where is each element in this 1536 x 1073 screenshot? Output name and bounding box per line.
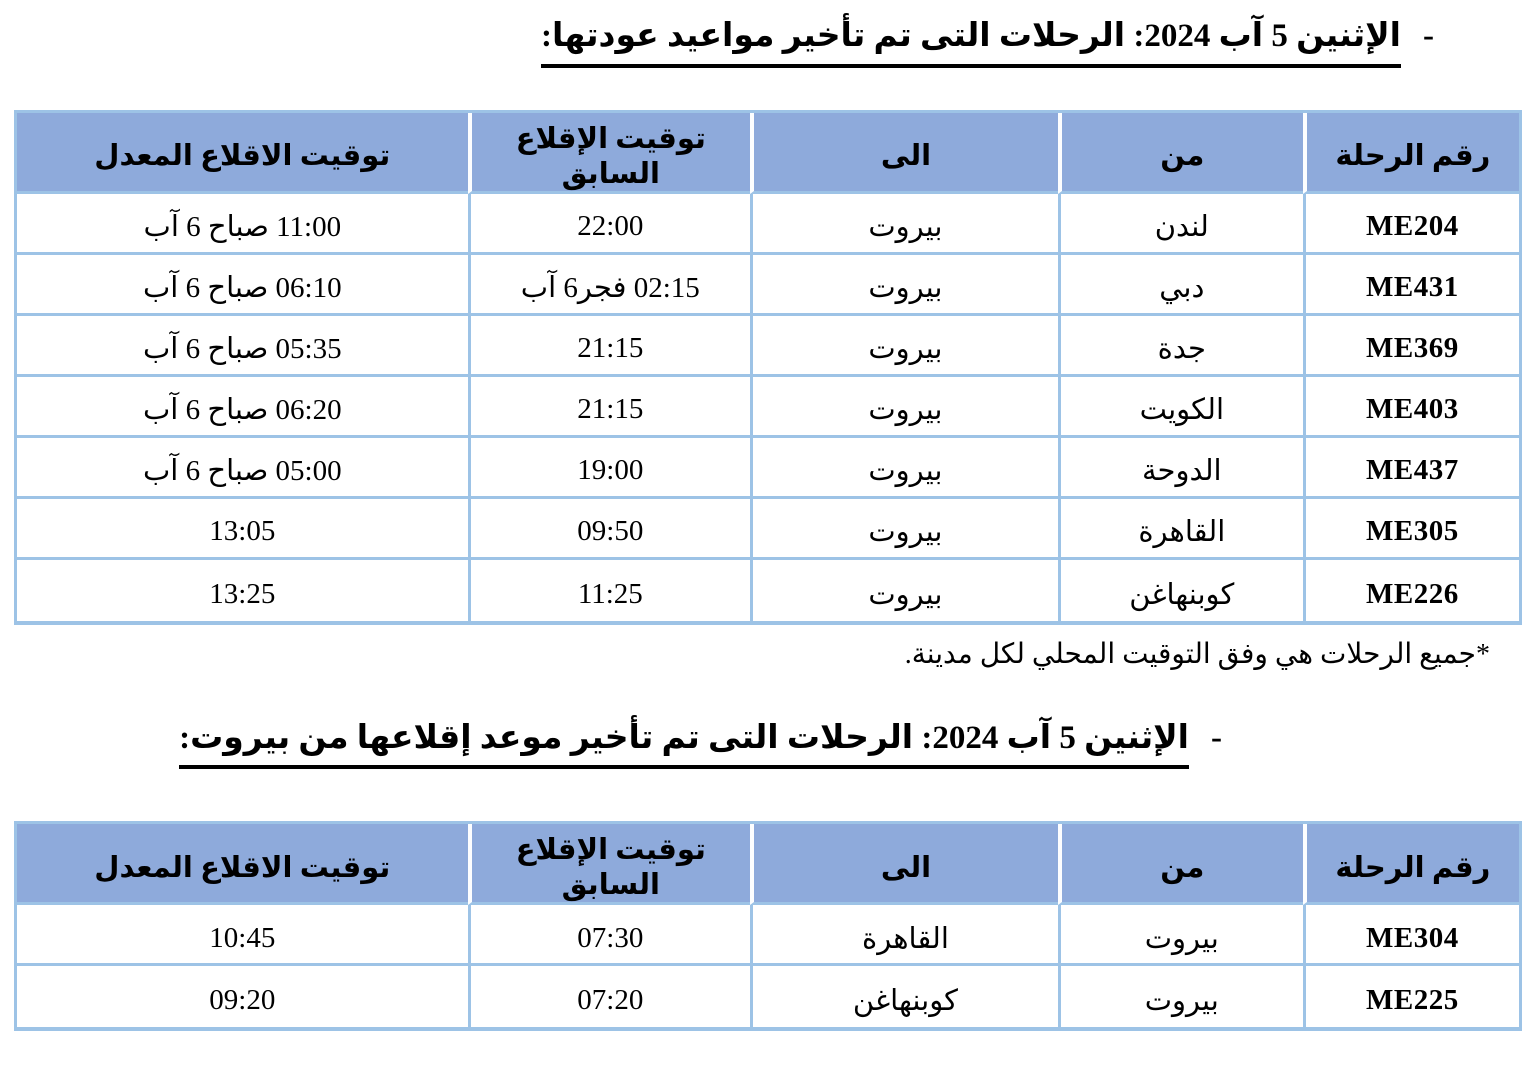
column-header-revised-departure-time: توقيت الاقلاع المعدل: [17, 112, 468, 194]
from-cell: لندن: [1057, 193, 1303, 255]
revised-time-cell: 10:45: [17, 905, 468, 967]
from-cell: الدوحة: [1057, 437, 1303, 499]
previous-time-cell: 22:00: [467, 193, 750, 255]
table-row: ME403 الكويت بيروت 21:15 06:20 صباح 6 آب: [17, 376, 1519, 438]
from-cell: الكويت: [1057, 376, 1303, 438]
column-header-previous-departure-time: توقيت الإقلاع السابق: [467, 112, 750, 194]
from-cell: بيروت: [1057, 966, 1303, 1028]
to-cell: بيروت: [750, 498, 1058, 560]
flight-number-cell: ME437: [1302, 437, 1519, 499]
delayed-beirut-departures-table: رقم الرحلة من الى توقيت الإقلاع السابق ت…: [14, 821, 1522, 1032]
table-row: ME305 القاهرة بيروت 09:50 13:05: [17, 498, 1519, 560]
from-cell: القاهرة: [1057, 498, 1303, 560]
flight-number-cell: ME304: [1302, 905, 1519, 967]
section-heading-delayed-beirut-departures: -الإثنين 5 آب 2024: الرحلات التى تم تأخي…: [0, 716, 1222, 770]
from-cell: جدة: [1057, 315, 1303, 377]
from-cell: كوبنهاغن: [1057, 559, 1303, 621]
table-row: ME225 بيروت كوبنهاغن 07:20 09:20: [17, 966, 1519, 1028]
previous-time-cell: 21:15: [467, 376, 750, 438]
table-row: ME431 دبي بيروت 02:15 فجر6 آب 06:10 صباح…: [17, 254, 1519, 316]
table-row: ME437 الدوحة بيروت 19:00 05:00 صباح 6 آب: [17, 437, 1519, 499]
column-header-from: من: [1057, 824, 1303, 906]
revised-time-cell: 06:20 صباح 6 آب: [17, 376, 468, 438]
column-header-previous-departure-time: توقيت الإقلاع السابق: [467, 824, 750, 906]
flight-number-cell: ME431: [1302, 254, 1519, 316]
column-header-from: من: [1057, 112, 1303, 194]
revised-time-cell: 11:00 صباح 6 آب: [17, 193, 468, 255]
list-dash-marker: -: [1423, 18, 1434, 54]
previous-time-cell: 09:50: [467, 498, 750, 560]
revised-time-cell: 13:05: [17, 498, 468, 560]
previous-time-cell: 11:25: [467, 559, 750, 621]
flight-number-cell: ME305: [1302, 498, 1519, 560]
table-row: ME369 جدة بيروت 21:15 05:35 صباح 6 آب: [17, 315, 1519, 377]
to-cell: بيروت: [750, 437, 1058, 499]
to-cell: بيروت: [750, 254, 1058, 316]
table-header-row: رقم الرحلة من الى توقيت الإقلاع السابق ت…: [17, 824, 1519, 906]
document-page: { "colors": { "header_bg": "#8EAADB", "t…: [0, 14, 1536, 1073]
to-cell: بيروت: [750, 315, 1058, 377]
table-row: ME226 كوبنهاغن بيروت 11:25 13:25: [17, 559, 1519, 621]
local-time-footnote: *جميع الرحلات هي وفق التوقيت المحلي لكل …: [904, 638, 1490, 670]
previous-time-cell: 02:15 فجر6 آب: [467, 254, 750, 316]
previous-time-cell: 07:30: [467, 905, 750, 967]
section-heading-text: الإثنين 5 آب 2024: الرحلات التى تم تأخير…: [540, 14, 1401, 68]
table-header-row: رقم الرحلة من الى توقيت الإقلاع السابق ت…: [17, 112, 1519, 194]
revised-time-cell: 06:10 صباح 6 آب: [17, 254, 468, 316]
table-row: ME204 لندن بيروت 22:00 11:00 صباح 6 آب: [17, 193, 1519, 255]
to-cell: كوبنهاغن: [750, 966, 1058, 1028]
revised-time-cell: 09:20: [17, 966, 468, 1028]
column-header-flight-number: رقم الرحلة: [1302, 824, 1519, 906]
list-dash-marker: -: [1211, 719, 1222, 756]
column-header-flight-number: رقم الرحلة: [1302, 112, 1519, 194]
flight-number-cell: ME204: [1302, 193, 1519, 255]
to-cell: القاهرة: [750, 905, 1058, 967]
section-heading-text: الإثنين 5 آب 2024: الرحلات التى تم تأخير…: [179, 716, 1189, 770]
column-header-to: الى: [750, 824, 1058, 906]
previous-time-cell: 19:00: [467, 437, 750, 499]
to-cell: بيروت: [750, 193, 1058, 255]
table-row: ME304 بيروت القاهرة 07:30 10:45: [17, 905, 1519, 967]
to-cell: بيروت: [750, 559, 1058, 621]
previous-time-cell: 21:15: [467, 315, 750, 377]
from-cell: بيروت: [1057, 905, 1303, 967]
revised-time-cell: 05:35 صباح 6 آب: [17, 315, 468, 377]
flight-number-cell: ME369: [1302, 315, 1519, 377]
flight-number-cell: ME403: [1302, 376, 1519, 438]
section-heading-delayed-returns: -الإثنين 5 آب 2024: الرحلات التى تم تأخي…: [0, 14, 1434, 68]
to-cell: بيروت: [750, 376, 1058, 438]
flight-number-cell: ME226: [1302, 559, 1519, 621]
from-cell: دبي: [1057, 254, 1303, 316]
column-header-revised-departure-time: توقيت الاقلاع المعدل: [17, 824, 468, 906]
delayed-returns-table: رقم الرحلة من الى توقيت الإقلاع السابق ت…: [14, 109, 1522, 625]
column-header-to: الى: [750, 112, 1058, 194]
previous-time-cell: 07:20: [467, 966, 750, 1028]
flight-number-cell: ME225: [1302, 966, 1519, 1028]
revised-time-cell: 05:00 صباح 6 آب: [17, 437, 468, 499]
revised-time-cell: 13:25: [17, 559, 468, 621]
